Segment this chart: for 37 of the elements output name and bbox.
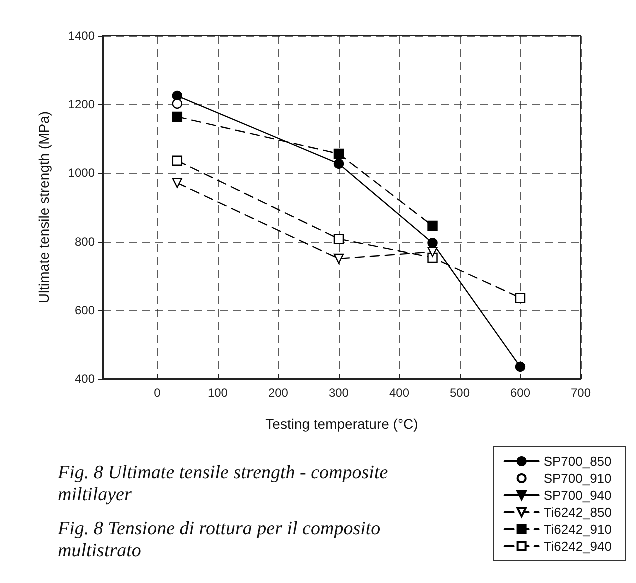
legend-label: Ti6242_940 — [544, 539, 612, 554]
y-tick-label: 1000 — [68, 166, 96, 180]
y-tick-label: 1400 — [68, 29, 96, 43]
legend-label: Ti6242_910 — [544, 522, 612, 537]
point — [334, 148, 344, 160]
point — [334, 254, 344, 264]
y-tick-label: 1200 — [68, 98, 96, 112]
y-tick-label: 800 — [74, 234, 96, 249]
y-tick-label: 600 — [74, 303, 96, 318]
x-tick-label: 0 — [154, 386, 162, 400]
point — [334, 234, 344, 244]
x-tick-label: 300 — [328, 386, 350, 400]
x-tick-label: 400 — [389, 386, 410, 400]
x-tick-label: 700 — [570, 386, 592, 400]
legend-label: SP700_940 — [544, 488, 612, 503]
point — [515, 362, 526, 372]
point — [172, 112, 183, 122]
legend-label: SP700_850 — [544, 454, 612, 469]
point — [172, 98, 183, 110]
caption: Fig. 8 Ultimate tensile strength - composite miltilayer — [57, 462, 393, 506]
point — [172, 156, 183, 166]
x-tick-label: 100 — [208, 386, 228, 400]
x-axis-title: Testing temperature (°C) — [266, 416, 418, 432]
point — [428, 238, 438, 248]
point — [428, 220, 438, 232]
point — [334, 158, 344, 170]
x-tick-label: 600 — [510, 386, 531, 400]
y-tick-label: 400 — [74, 372, 96, 386]
point — [172, 178, 183, 188]
legend-label: Ti6242_850 — [544, 505, 612, 520]
point — [428, 246, 438, 258]
y-axis-title: Ultimate tensile strength (MPa) — [36, 111, 52, 304]
caption: Fig. 8 Tensione di rottura per il composito multistrato — [57, 518, 386, 562]
point — [515, 292, 526, 304]
legend-label: SP700_910 — [544, 471, 612, 486]
x-tick-label: 500 — [450, 386, 470, 400]
x-tick-label: 200 — [268, 386, 289, 400]
